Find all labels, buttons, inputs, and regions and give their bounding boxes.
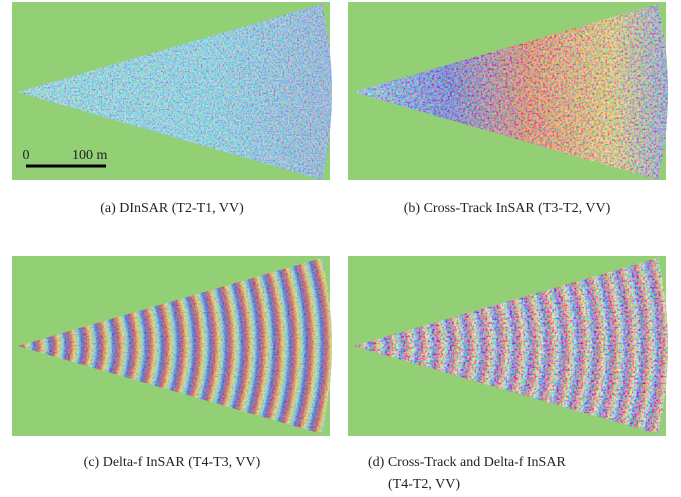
caption: (a) DInSAR (T2-T1, VV): [100, 201, 244, 216]
panel-d: [348, 256, 678, 436]
scale-end: 100 m: [72, 148, 108, 163]
caption: (b) Cross-Track InSAR (T3-T2, VV): [404, 201, 611, 216]
panel-a: 0 100 m: [12, 2, 342, 182]
panel-c: [12, 256, 342, 436]
scale-start: 0: [23, 148, 30, 163]
panel-b: [348, 2, 678, 182]
caption: (c) Delta-f InSAR (T4-T3, VV): [84, 455, 261, 470]
caption: (d) Cross-Track and Delta-f InSAR: [368, 455, 566, 470]
caption: (T4-T2, VV): [388, 477, 460, 492]
figure: 0 100 m (a) DInSAR (T2-T1, VV) (b) Cross…: [0, 0, 681, 497]
